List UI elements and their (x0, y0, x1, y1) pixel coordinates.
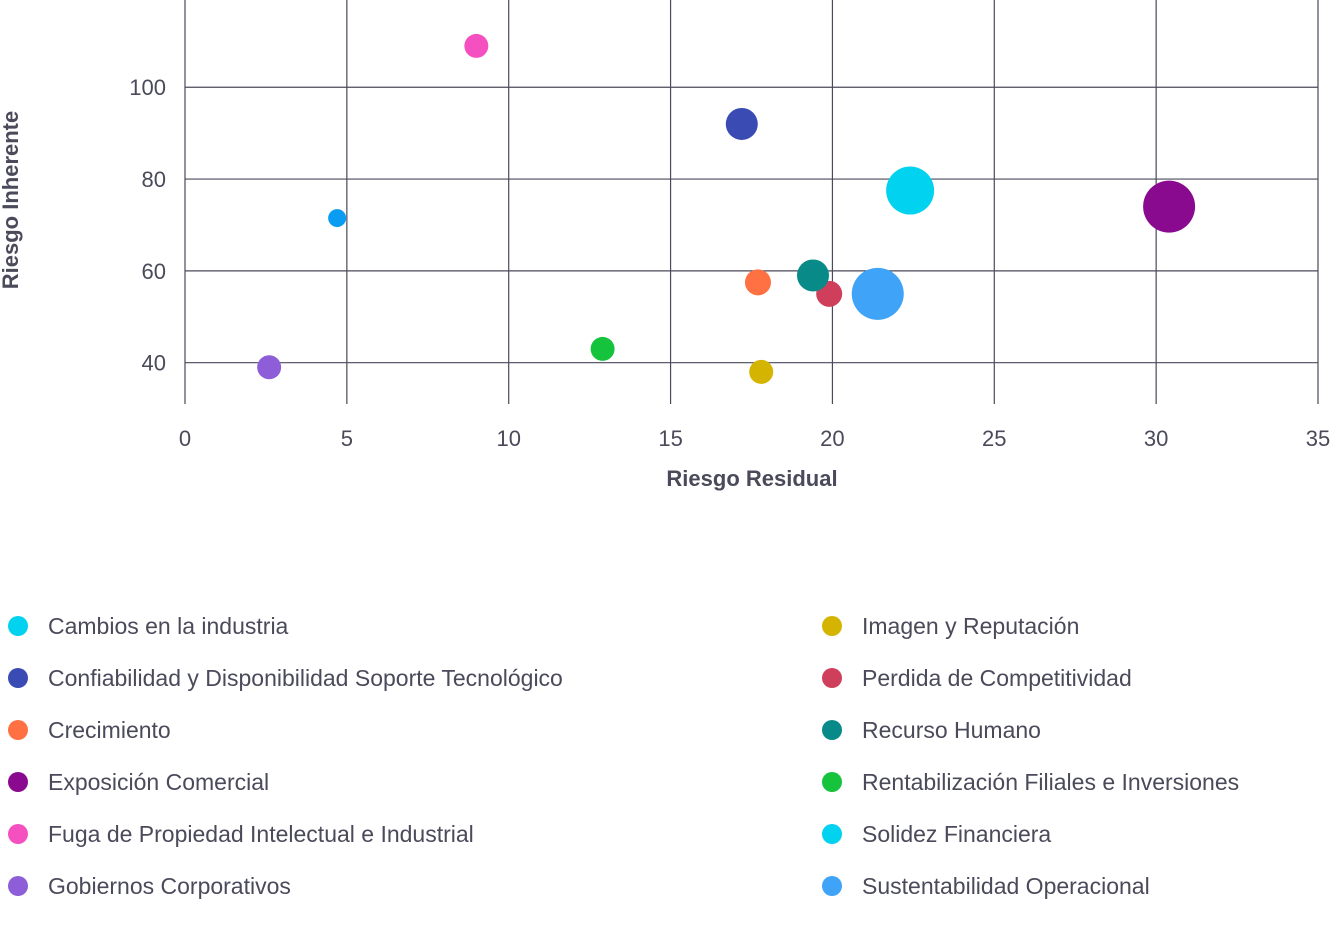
legend-label: Rentabilización Filiales e Inversiones (862, 768, 1240, 795)
legend-item: Rentabilización Filiales e Inversiones (822, 756, 1239, 808)
legend-item: Cambios en la industria (8, 600, 563, 652)
x-tick-label: 5 (341, 426, 353, 451)
legend-item: Fuga de Propiedad Intelectual e Industri… (8, 808, 563, 860)
chart-bubbles (257, 33, 1196, 384)
x-tick-label: 20 (820, 426, 844, 451)
legend-swatch (822, 824, 842, 844)
legend-swatch (8, 668, 28, 688)
y-tick-label: 60 (142, 259, 166, 284)
legend-label: Fuga de Propiedad Intelectual e Industri… (48, 820, 474, 847)
legend-swatch (822, 772, 842, 792)
bubble-point (797, 259, 830, 292)
chart-grid (184, 0, 1319, 404)
legend-item: Imagen y Reputación (822, 600, 1239, 652)
legend-label: Gobiernos Corporativos (48, 872, 291, 899)
legend-item: Sustentabilidad Operacional (822, 860, 1239, 912)
legend-label: Sustentabilidad Operacional (862, 872, 1150, 899)
legend-item: Gobiernos Corporativos (8, 860, 563, 912)
legend-label: Confiabilidad y Disponibilidad Soporte T… (48, 664, 563, 691)
legend-label: Cambios en la industria (48, 612, 289, 639)
bubble-point (749, 359, 774, 384)
legend-swatch (8, 616, 28, 636)
legend-column-right: Imagen y Reputación Perdida de Competitiv… (822, 600, 1239, 912)
bubble-point (851, 267, 904, 320)
x-tick-label: 25 (982, 426, 1006, 451)
legend-label: Exposición Comercial (48, 768, 270, 795)
bubble-point (590, 336, 615, 361)
legend-label: Imagen y Reputación (862, 612, 1080, 639)
legend-label: Perdida de Competitividad (862, 664, 1132, 691)
y-axis-title: Riesgo Inherente (0, 111, 23, 289)
legend-swatch (822, 668, 842, 688)
x-axis-title: Riesgo Residual (666, 466, 837, 491)
bubble-point (257, 355, 282, 380)
bubble-point (725, 107, 758, 140)
legend-swatch (8, 720, 28, 740)
chart-legend: Cambios en la industria Confiabilidad y D… (0, 600, 1337, 900)
y-tick-label: 80 (142, 167, 166, 192)
legend-swatch (822, 616, 842, 636)
bubble-point (1143, 180, 1196, 233)
legend-swatch (822, 720, 842, 740)
bubble-point (464, 33, 489, 58)
legend-item: Recurso Humano (822, 704, 1239, 756)
legend-item: Exposición Comercial (8, 756, 563, 808)
x-tick-label: 15 (658, 426, 682, 451)
legend-item: Confiabilidad y Disponibilidad Soporte T… (8, 652, 563, 704)
legend-swatch (8, 824, 28, 844)
bubble-point (886, 166, 935, 215)
legend-item: Crecimiento (8, 704, 563, 756)
legend-label: Solidez Financiera (862, 820, 1052, 847)
legend-swatch (822, 876, 842, 896)
axis-ticks: 0 5 10 15 20 25 30 35 40 60 80 100 (129, 75, 1330, 451)
legend-item: Solidez Financiera (822, 808, 1239, 860)
legend-swatch (8, 772, 28, 792)
legend-label: Crecimiento (48, 716, 171, 743)
y-tick-label: 40 (142, 351, 166, 376)
legend-swatch (8, 876, 28, 896)
legend-item: Perdida de Competitividad (822, 652, 1239, 704)
legend-label: Recurso Humano (862, 716, 1041, 743)
x-tick-label: 10 (496, 426, 520, 451)
x-tick-label: 35 (1306, 426, 1330, 451)
y-tick-label: 100 (129, 75, 166, 100)
x-tick-label: 0 (179, 426, 191, 451)
x-tick-label: 30 (1144, 426, 1168, 451)
bubble-point (328, 209, 347, 228)
bubble-point (744, 269, 771, 296)
legend-column-left: Cambios en la industria Confiabilidad y D… (8, 600, 563, 912)
